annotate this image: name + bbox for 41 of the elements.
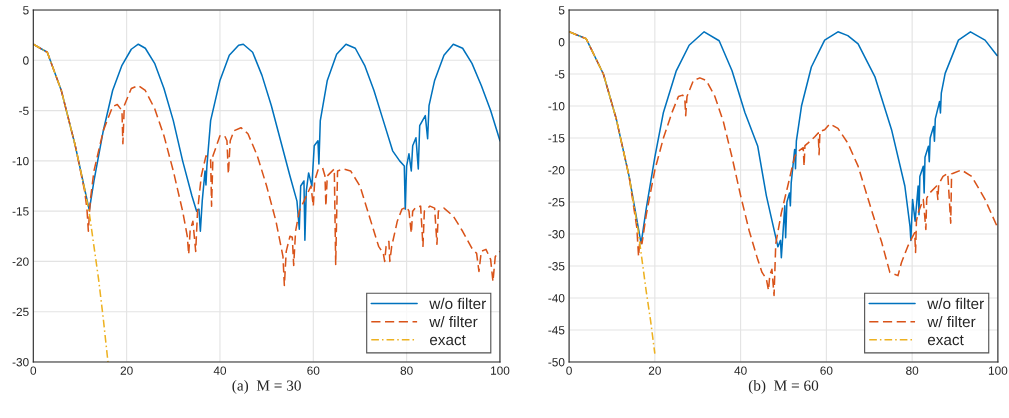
y-tick-label: -30 bbox=[548, 230, 565, 239]
line-series bbox=[569, 31, 656, 355]
y-tick-label: -35 bbox=[548, 262, 565, 271]
x-tick-label: 40 bbox=[734, 366, 747, 375]
legend-label: exact bbox=[429, 335, 466, 346]
y-tick-label: -45 bbox=[548, 326, 565, 335]
y-tick-label: -5 bbox=[554, 70, 565, 79]
y-tick-label: -10 bbox=[548, 102, 565, 111]
x-tick-label: 60 bbox=[307, 366, 320, 375]
y-tick-label: -5 bbox=[19, 106, 29, 115]
y-tick-label: -50 bbox=[548, 358, 565, 367]
y-tick-label: -30 bbox=[12, 358, 29, 367]
x-axis-title: (a) M = 30 bbox=[232, 379, 301, 394]
legend-label: w/ filter bbox=[927, 315, 976, 328]
y-tick-label: 0 bbox=[23, 56, 29, 65]
y-tick-label: -40 bbox=[548, 294, 565, 303]
y-tick-label: -15 bbox=[548, 134, 565, 143]
x-tick-label: 100 bbox=[988, 366, 1008, 375]
y-tick-label: 0 bbox=[558, 38, 565, 47]
y-tick-label: -15 bbox=[12, 207, 29, 216]
x-axis-title: (b) M = 60 bbox=[748, 379, 819, 394]
legend-label: w/o filter bbox=[429, 297, 486, 310]
legend-label: w/o filter bbox=[927, 297, 984, 310]
x-tick-label: 0 bbox=[30, 366, 37, 375]
x-tick-label: 20 bbox=[120, 366, 133, 375]
x-tick-label: 80 bbox=[906, 366, 919, 375]
legend-label: w/ filter bbox=[429, 315, 478, 328]
x-tick-label: 100 bbox=[491, 366, 510, 375]
x-tick-label: 20 bbox=[648, 366, 661, 375]
y-tick-label: -20 bbox=[12, 257, 29, 266]
y-tick-label: 5 bbox=[558, 6, 565, 15]
y-tick-label: -25 bbox=[12, 307, 29, 317]
y-tick-label: -10 bbox=[12, 156, 29, 166]
legend-label: exact bbox=[927, 335, 964, 346]
x-tick-label: 40 bbox=[213, 366, 227, 375]
x-tick-label: 60 bbox=[820, 366, 833, 375]
y-tick-label: -25 bbox=[548, 198, 565, 207]
x-tick-label: 80 bbox=[400, 366, 413, 375]
y-tick-label: 5 bbox=[23, 6, 29, 15]
x-tick-label: 0 bbox=[566, 366, 572, 375]
y-tick-label: -20 bbox=[548, 166, 565, 175]
